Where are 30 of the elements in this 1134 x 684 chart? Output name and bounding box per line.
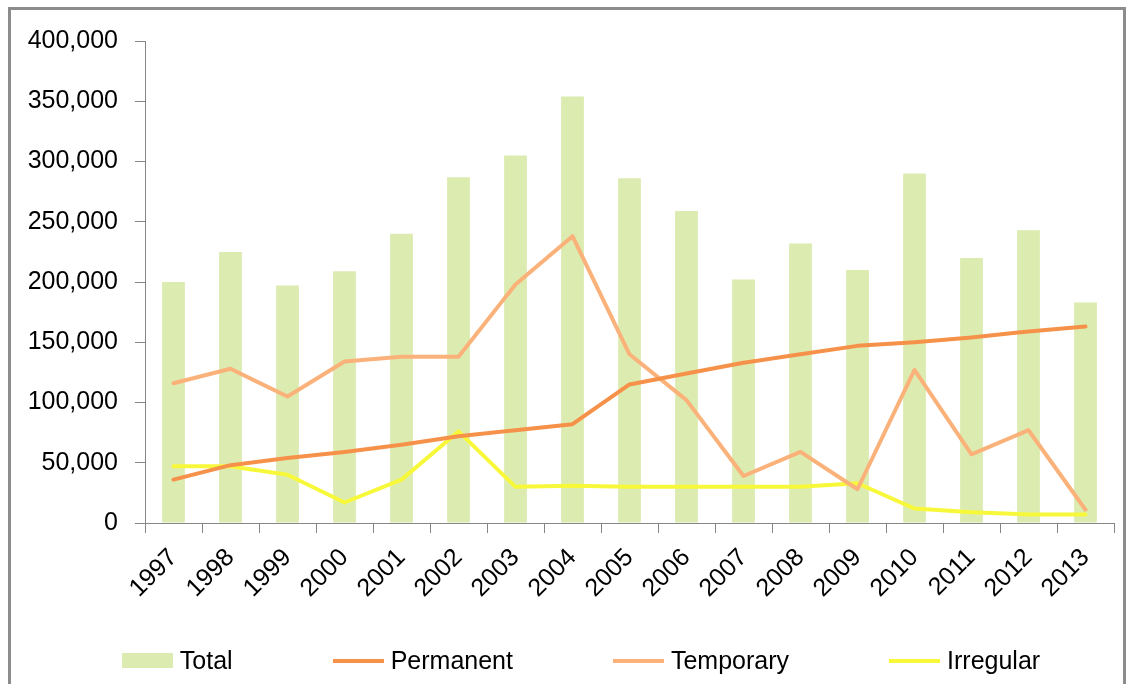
y-tick-label: 250,000 — [27, 205, 118, 234]
bar — [1017, 230, 1040, 523]
bar — [447, 177, 470, 523]
bar — [219, 251, 242, 523]
bar — [675, 210, 698, 523]
bar — [789, 243, 812, 523]
y-tick-label: 300,000 — [27, 145, 118, 174]
bar — [162, 282, 185, 523]
legend-label: Irregular — [947, 646, 1041, 675]
bar — [960, 257, 983, 523]
legend-label: Total — [179, 646, 233, 675]
bar — [390, 233, 413, 523]
bar — [276, 285, 299, 523]
y-tick-label: 100,000 — [27, 386, 118, 415]
y-tick-label: 50,000 — [41, 446, 118, 475]
y-tick-label: 400,000 — [27, 24, 118, 53]
bar — [1074, 302, 1097, 523]
y-tick-label: 350,000 — [27, 85, 118, 114]
bar — [846, 269, 869, 523]
y-tick-label: 200,000 — [27, 265, 118, 294]
bar — [561, 96, 584, 523]
legend-label: Temporary — [670, 646, 790, 675]
bar — [504, 155, 527, 523]
bar — [333, 271, 356, 523]
y-tick-label: 150,000 — [27, 326, 118, 355]
legend-label: Permanent — [390, 646, 513, 675]
bar — [732, 279, 755, 523]
bar — [903, 173, 926, 523]
y-tick-label: 0 — [104, 506, 118, 535]
bar — [618, 178, 641, 523]
